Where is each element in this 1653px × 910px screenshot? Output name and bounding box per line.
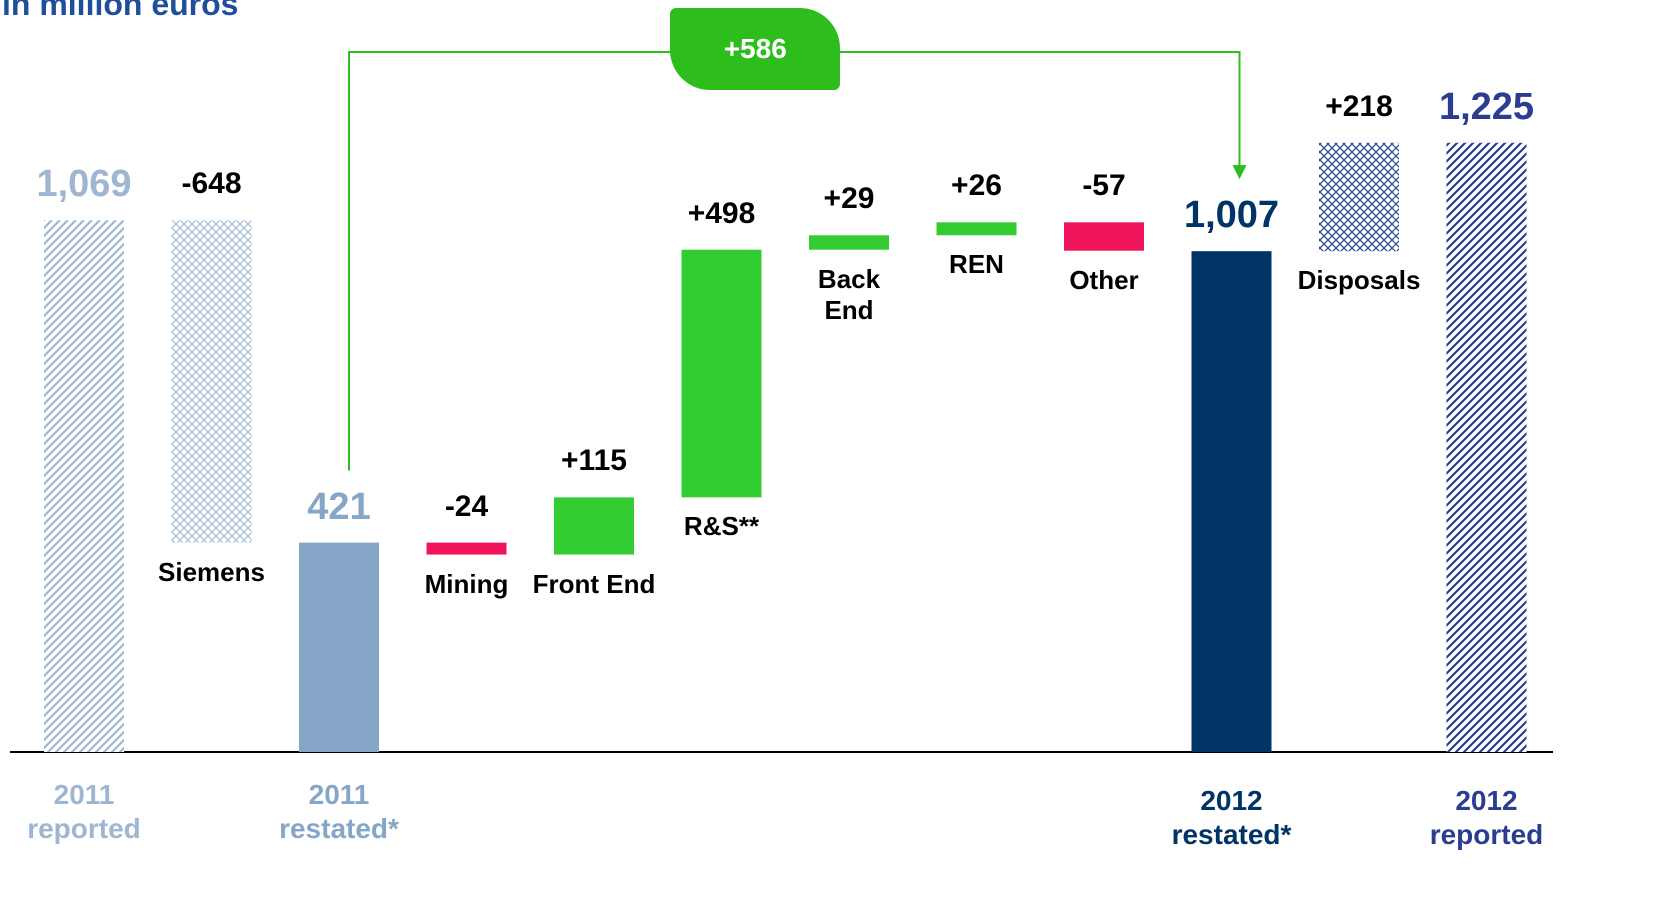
bar [1319,142,1399,252]
chart-title: in million euros [2,0,239,22]
value-label: -24 [444,489,489,523]
bar [554,497,634,555]
value-label: +26 [951,169,1002,203]
annotation: +586 [670,8,841,90]
category-label: 2012 restated* [1171,785,1292,850]
bar [44,220,124,753]
category-label: Other [1069,264,1139,295]
category-label: Mining [424,568,509,599]
category-label: 2012 reported [1429,785,1544,850]
category-label: Disposals [1297,265,1421,296]
bar [809,235,889,250]
value-label: 1,007 [1183,194,1280,237]
value-label: +29 [823,182,875,216]
bar [1064,222,1144,251]
value-label: +218 [1325,89,1393,123]
connector [348,51,1241,471]
category-label: 2011 restated* [279,779,399,844]
bar [171,220,252,543]
category-label: Front End [532,568,656,599]
category-label: R&S** [683,511,760,542]
bar [426,542,507,555]
value-label: 421 [307,485,371,528]
value-label: +115 [561,444,627,478]
category-label: Back End [817,263,881,325]
category-label: 2011 reported [27,779,141,844]
bar [936,222,1017,236]
arrowhead [1232,165,1247,180]
value-label: 1,069 [36,163,132,206]
category-label: Siemens [158,556,265,587]
bar [681,249,762,498]
value-label: -648 [181,167,242,201]
value-label: +498 [687,196,756,230]
value-label: 1,225 [1438,85,1535,128]
bar [1191,251,1272,752]
category-label: REN [949,249,1004,280]
bar [1446,142,1527,752]
bar [299,542,379,752]
value-label: -57 [1082,169,1126,203]
